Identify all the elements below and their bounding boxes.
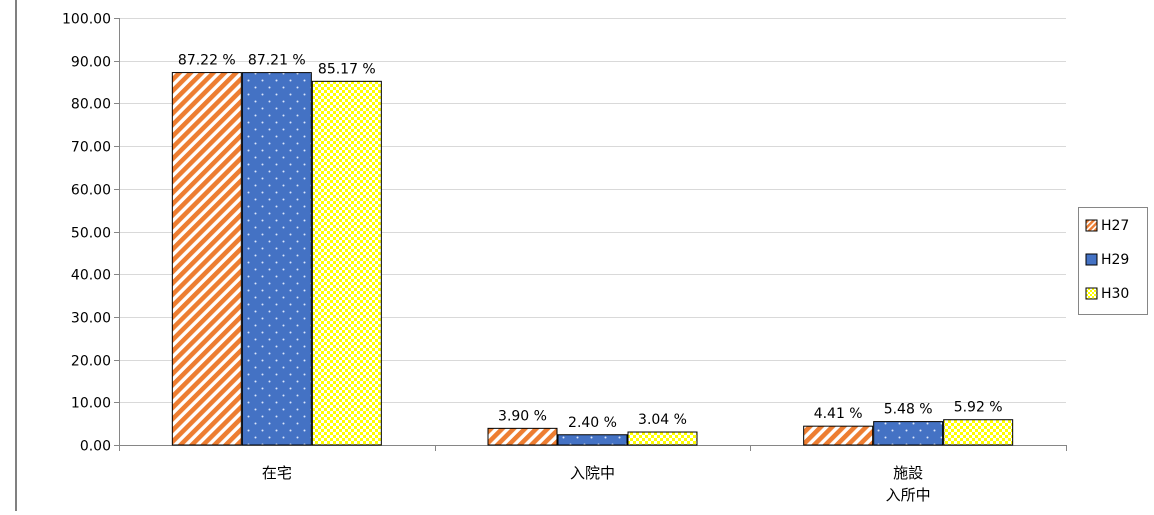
bar-h27-1 <box>487 427 558 446</box>
y-tick-label: 30.00 <box>71 311 111 327</box>
y-tick-label: 90.00 <box>71 55 111 71</box>
bar-h30-1 <box>627 431 698 446</box>
data-label: 5.92 % <box>954 400 1003 416</box>
y-tick-label: 50.00 <box>71 226 111 242</box>
x-category-label: 入院中 <box>570 464 615 482</box>
y-tick-label: 10.00 <box>71 396 111 412</box>
legend-swatch-h27 <box>1085 219 1098 232</box>
y-tick-label: 20.00 <box>71 354 111 370</box>
bar-h27-0 <box>171 72 242 446</box>
bar-h30-2 <box>943 419 1014 446</box>
data-label: 5.48 % <box>884 402 933 418</box>
y-tick-label: 80.00 <box>71 97 111 113</box>
axes: 0.00 10.00 20.00 30.00 40.00 50.00 60.00 70.00 8… <box>62 12 1067 504</box>
legend-label-h29: H29 <box>1101 252 1129 268</box>
data-label: 4.41 % <box>814 406 863 422</box>
legend: H27 H29 H30 <box>1078 207 1148 315</box>
bar-h27-2 <box>803 425 874 446</box>
data-label: 3.90 % <box>498 408 547 424</box>
legend-label-h30: H30 <box>1101 286 1129 302</box>
x-category-label: 在宅 <box>262 464 292 482</box>
bar-h30-0 <box>311 80 382 446</box>
x-category-label: 入所中 <box>886 486 931 504</box>
y-tick-label: 40.00 <box>71 268 111 284</box>
bars <box>171 72 1014 446</box>
legend-label-h27: H27 <box>1101 218 1129 234</box>
y-tick-label: 0.00 <box>80 439 111 455</box>
bar-h29-1 <box>557 434 628 446</box>
data-label: 2.40 % <box>568 415 617 431</box>
data-label: 87.21 % <box>248 53 306 69</box>
data-label: 87.22 % <box>178 53 236 69</box>
data-label: 3.04 % <box>638 412 687 428</box>
y-tick-label: 60.00 <box>71 183 111 199</box>
legend-swatch-h30 <box>1085 287 1098 300</box>
y-tick-label: 100.00 <box>62 12 111 28</box>
bar-h29-0 <box>241 72 312 446</box>
x-category-label: 施設 <box>893 464 923 482</box>
y-tick-label: 70.00 <box>71 140 111 156</box>
data-label: 85.17 % <box>318 61 376 77</box>
legend-swatch-h29 <box>1085 253 1098 266</box>
bar-h29-2 <box>873 421 944 446</box>
data-labels: 87.22 % 87.21 % 85.17 % 3.90 % 2.40 % 3.04 % 4… <box>178 53 1003 431</box>
